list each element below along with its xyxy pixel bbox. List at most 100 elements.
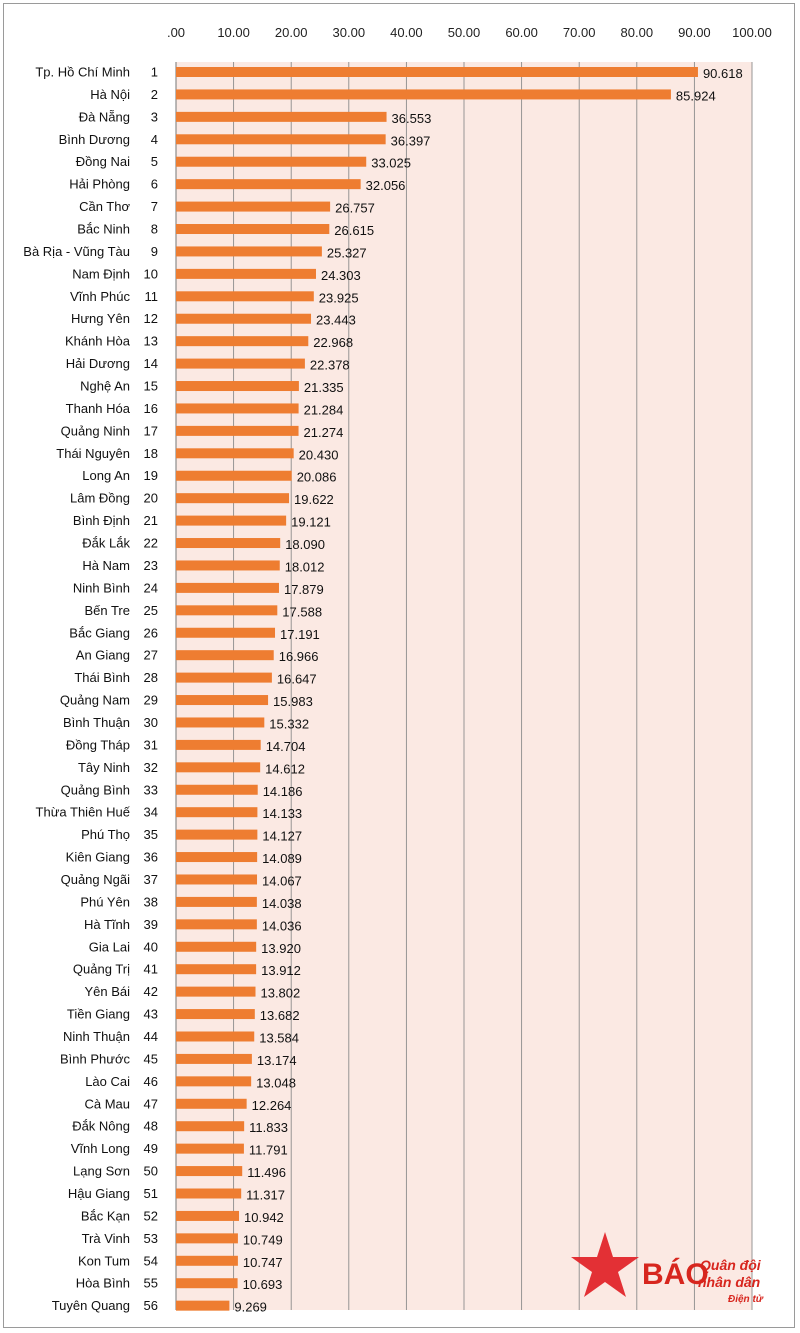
rank-label: 36 bbox=[144, 850, 158, 865]
bar bbox=[176, 874, 258, 885]
data-label: 18.090 bbox=[285, 537, 325, 552]
bar bbox=[176, 605, 278, 616]
rank-label: 5 bbox=[151, 154, 158, 169]
category-label: Phú Yên bbox=[80, 894, 130, 909]
rank-label: 50 bbox=[144, 1164, 158, 1179]
rank-label: 41 bbox=[144, 962, 158, 977]
rank-label: 27 bbox=[144, 648, 158, 663]
bar bbox=[176, 224, 330, 235]
rank-label: 25 bbox=[144, 603, 158, 618]
x-tick-label: 20.00 bbox=[275, 25, 308, 40]
x-tick-label: 40.00 bbox=[390, 25, 423, 40]
category-label: Tây Ninh bbox=[78, 760, 130, 775]
rank-label: 28 bbox=[144, 670, 158, 685]
data-label: 18.012 bbox=[285, 559, 325, 574]
data-label: 17.879 bbox=[284, 582, 324, 597]
category-label: Quảng Ninh bbox=[61, 423, 130, 438]
category-label: Đà Nẵng bbox=[79, 109, 130, 124]
category-label: Thái Bình bbox=[74, 670, 130, 685]
category-label: An Giang bbox=[76, 648, 130, 663]
bar bbox=[176, 291, 314, 302]
data-label: 21.335 bbox=[304, 380, 344, 395]
x-tick-label: 70.00 bbox=[563, 25, 596, 40]
bar bbox=[176, 672, 272, 683]
data-label: 10.749 bbox=[243, 1232, 283, 1247]
rank-label: 31 bbox=[144, 737, 158, 752]
data-label: 21.284 bbox=[304, 402, 344, 417]
bar bbox=[176, 1076, 252, 1087]
bar bbox=[176, 1053, 252, 1064]
rank-label: 37 bbox=[144, 872, 158, 887]
data-label: 13.584 bbox=[259, 1030, 299, 1045]
category-label: Tp. Hồ Chí Minh bbox=[35, 65, 130, 80]
rank-label: 8 bbox=[151, 222, 158, 237]
rank-label: 7 bbox=[151, 199, 158, 214]
category-label: Hà Nội bbox=[90, 87, 130, 102]
data-label: 13.912 bbox=[261, 963, 301, 978]
rank-label: 46 bbox=[144, 1074, 158, 1089]
bar bbox=[176, 919, 257, 930]
category-label: Ninh Thuận bbox=[63, 1029, 130, 1044]
x-tick-label: 90.00 bbox=[678, 25, 711, 40]
category-label: Hà Nam bbox=[82, 558, 130, 573]
bar bbox=[176, 201, 331, 212]
data-label: 11.317 bbox=[246, 1188, 285, 1203]
bar bbox=[176, 1009, 255, 1020]
category-label: Bắc Ninh bbox=[77, 222, 130, 237]
data-label: 14.038 bbox=[262, 896, 302, 911]
bar bbox=[176, 111, 387, 122]
bar bbox=[176, 1233, 238, 1244]
category-label: Cà Mau bbox=[84, 1096, 130, 1111]
category-label: Đắk Nông bbox=[72, 1119, 130, 1134]
bar bbox=[176, 582, 279, 593]
category-label: Bến Tre bbox=[84, 603, 130, 618]
bar bbox=[176, 313, 312, 324]
bar bbox=[176, 986, 256, 997]
rank-label: 3 bbox=[151, 109, 158, 124]
category-label: Quảng Ngãi bbox=[61, 872, 130, 887]
rank-label: 56 bbox=[144, 1298, 158, 1313]
x-tick-label: .00 bbox=[167, 25, 185, 40]
category-label: Vĩnh Long bbox=[71, 1141, 130, 1156]
red-star-icon bbox=[571, 1232, 639, 1297]
logo-line3: Điện tử bbox=[728, 1294, 764, 1305]
data-label: 17.191 bbox=[280, 627, 320, 642]
data-label: 24.303 bbox=[321, 268, 361, 283]
category-label: Lào Cai bbox=[85, 1074, 130, 1089]
bar bbox=[176, 89, 671, 100]
data-label: 33.025 bbox=[371, 156, 411, 171]
data-label: 19.121 bbox=[291, 515, 331, 530]
category-label: Bình Dương bbox=[59, 132, 130, 147]
rank-label: 52 bbox=[144, 1208, 158, 1223]
data-label: 13.920 bbox=[261, 941, 301, 956]
category-label: Lạng Sơn bbox=[73, 1164, 130, 1179]
data-label: 13.048 bbox=[256, 1075, 296, 1090]
data-label: 16.966 bbox=[279, 649, 319, 664]
rank-label: 49 bbox=[144, 1141, 158, 1156]
bar bbox=[176, 515, 287, 526]
data-label: 9.269 bbox=[234, 1300, 267, 1315]
data-label: 23.925 bbox=[319, 290, 359, 305]
data-label: 36.553 bbox=[392, 111, 432, 126]
bar bbox=[176, 739, 261, 750]
category-label: Quảng Nam bbox=[60, 693, 130, 708]
rank-label: 6 bbox=[151, 177, 158, 192]
rank-label: 23 bbox=[144, 558, 158, 573]
chart-frame bbox=[3, 3, 795, 1328]
data-label: 17.588 bbox=[282, 604, 322, 619]
rank-label: 32 bbox=[144, 760, 158, 775]
bar bbox=[176, 852, 258, 863]
rank-label: 10 bbox=[144, 266, 158, 281]
data-label: 16.647 bbox=[277, 672, 317, 687]
rank-label: 15 bbox=[144, 379, 158, 394]
category-label: Khánh Hòa bbox=[65, 334, 131, 349]
bar bbox=[176, 134, 386, 145]
rank-label: 21 bbox=[144, 513, 158, 528]
category-label: Vĩnh Phúc bbox=[70, 289, 130, 304]
category-label: Phú Thọ bbox=[81, 827, 130, 842]
data-label: 13.682 bbox=[260, 1008, 300, 1023]
rank-label: 11 bbox=[145, 289, 159, 304]
rank-label: 42 bbox=[144, 984, 158, 999]
data-label: 26.615 bbox=[334, 223, 374, 238]
data-label: 25.327 bbox=[327, 245, 367, 260]
